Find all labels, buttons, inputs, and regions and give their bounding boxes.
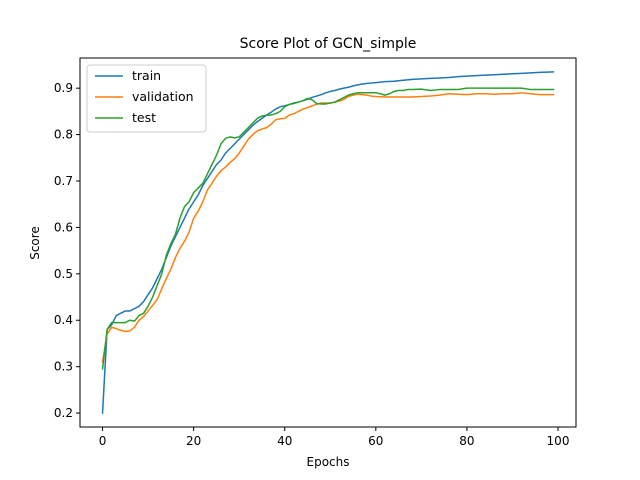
chart-title: Score Plot of GCN_simple xyxy=(240,36,417,52)
legend-label-train: train xyxy=(132,68,161,83)
series-layer xyxy=(101,71,555,414)
x-tick-label: 20 xyxy=(186,434,201,448)
legend-label-test: test xyxy=(132,110,156,125)
legend-label-validation: validation xyxy=(132,89,194,104)
x-tick-label: 80 xyxy=(459,434,474,448)
y-tick-label: 0.6 xyxy=(54,220,73,234)
legend: train validation test xyxy=(86,64,207,133)
series-line-train xyxy=(101,71,555,414)
legend-box xyxy=(86,64,207,133)
x-tick-label: 40 xyxy=(277,434,292,448)
y-tick-label: 0.5 xyxy=(54,267,73,281)
y-tick-label: 0.3 xyxy=(54,360,73,374)
series-line-validation xyxy=(101,92,555,363)
x-axis: 0 20 40 60 80 100 xyxy=(99,427,570,448)
x-axis-label: Epochs xyxy=(307,455,350,469)
series-line-test xyxy=(101,87,555,370)
y-tick-label: 0.2 xyxy=(54,406,73,420)
x-tick-label: 60 xyxy=(368,434,383,448)
x-tick-label: 100 xyxy=(547,434,570,448)
y-tick-label: 0.8 xyxy=(54,128,73,142)
y-tick-label: 0.4 xyxy=(54,313,73,327)
y-tick-label: 0.9 xyxy=(54,81,73,95)
y-tick-label: 0.7 xyxy=(54,174,73,188)
plot-frame xyxy=(79,57,577,428)
x-tick-label: 0 xyxy=(99,434,107,448)
y-axis-label: Score xyxy=(28,226,42,260)
y-axis: 0.2 0.3 0.4 0.5 0.6 0.7 0.8 0.9 xyxy=(54,81,80,420)
